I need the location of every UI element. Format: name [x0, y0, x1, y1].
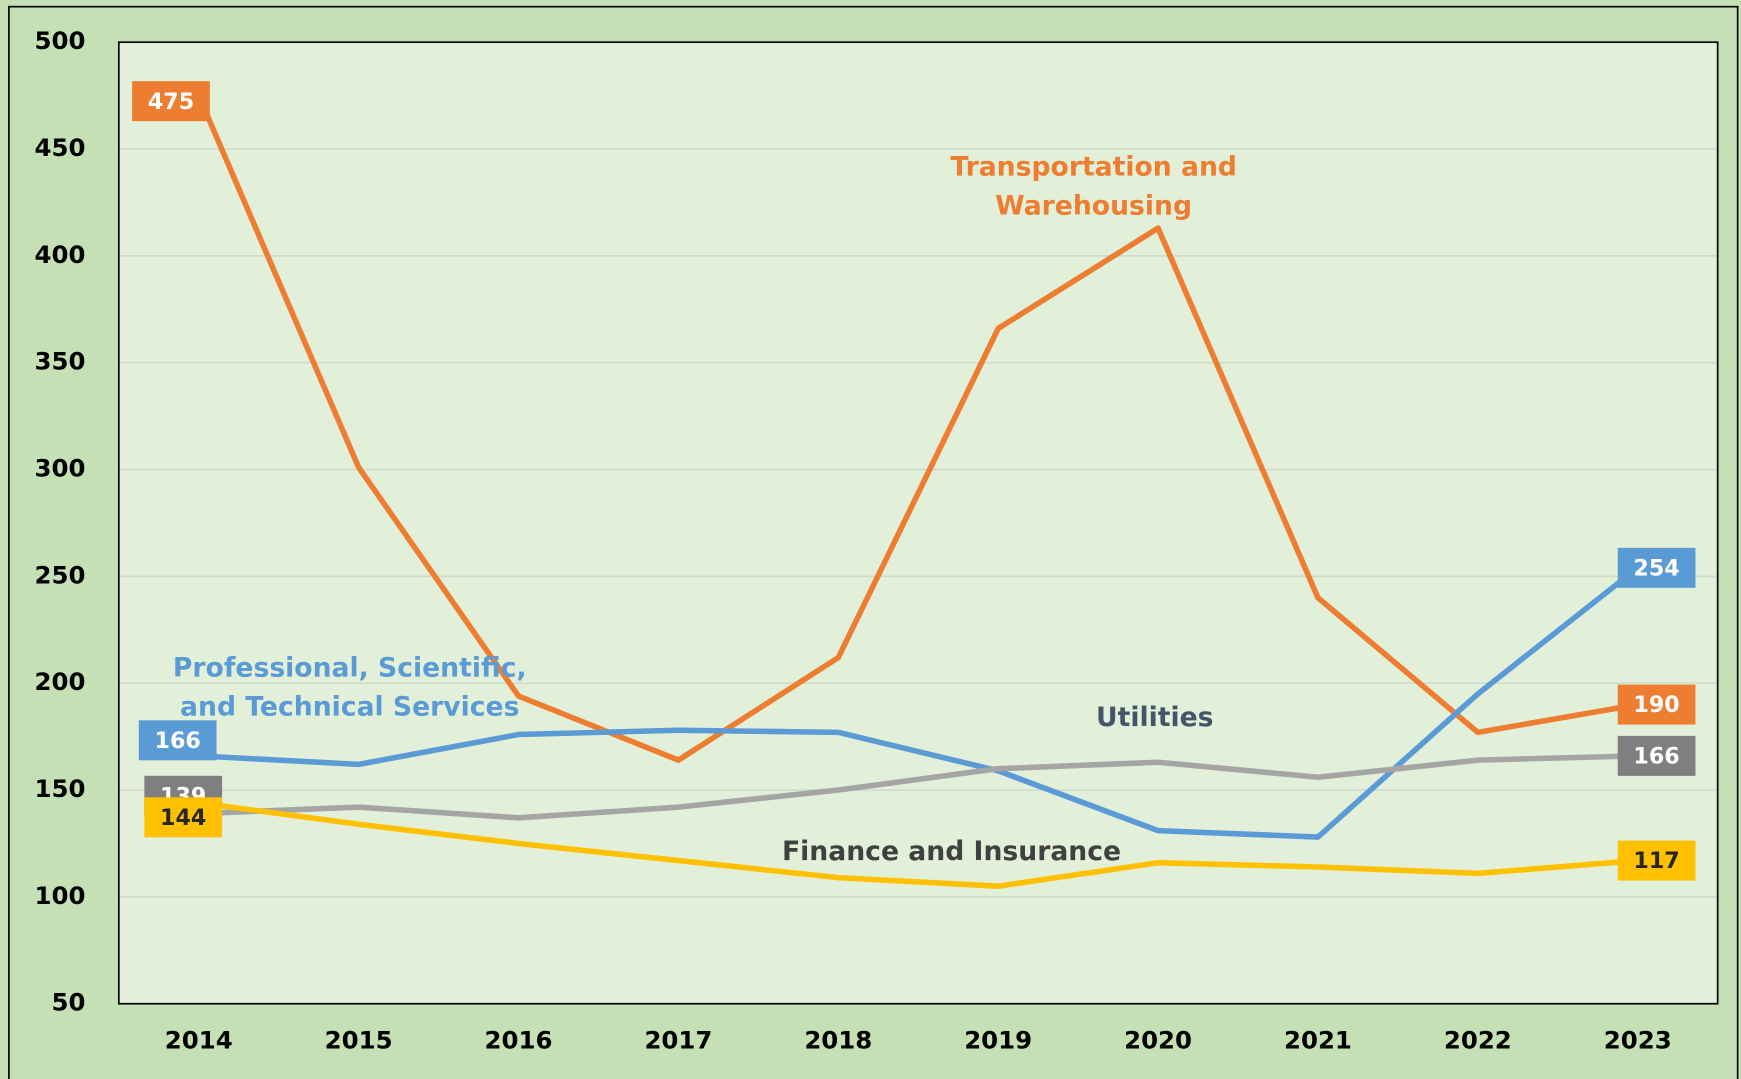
y-tick-label: 100 [35, 881, 86, 910]
x-tick-label: 2014 [165, 1025, 233, 1054]
x-tick-label: 2015 [325, 1025, 393, 1054]
data-label-box [1617, 735, 1696, 776]
line-series [198, 753, 1638, 821]
series-label: Professional, Scientific, and Technical S… [173, 652, 527, 722]
y-tick-label: 500 [35, 26, 86, 55]
data-label: 117 [1633, 848, 1679, 874]
y-tick-label: 150 [35, 774, 86, 803]
x-tick-label: 2017 [644, 1025, 712, 1054]
line-series [198, 800, 1638, 889]
plot-border [117, 41, 1719, 1005]
y-tick-label: 350 [35, 347, 86, 376]
series-label: Finance and Insurance [782, 836, 1121, 867]
data-label: 166 [155, 728, 201, 754]
line-series [198, 565, 1640, 840]
x-tick-label: 2020 [1124, 1025, 1192, 1054]
data-label-box [132, 81, 210, 122]
x-tick-label: 2021 [1284, 1025, 1352, 1054]
data-label: 190 [1633, 692, 1679, 718]
marks: 475 190 Transportation and Warehousing 166 25… [132, 81, 1696, 889]
x-tick-label: 2018 [804, 1025, 872, 1054]
y-tick-label: 300 [35, 454, 86, 483]
series-label: Transportation and Warehousing [950, 151, 1237, 221]
x-tick-label: 2023 [1604, 1025, 1672, 1054]
data-label: 144 [160, 805, 206, 831]
line-series [196, 94, 1639, 763]
x-tick-label: 2019 [964, 1025, 1032, 1054]
data-label-box [1617, 684, 1696, 725]
data-label: 254 [1633, 555, 1679, 581]
y-tick-label: 450 [35, 133, 86, 162]
data-label-box [1617, 840, 1696, 881]
data-label-box [144, 797, 223, 838]
y-tick-label: 400 [35, 240, 86, 269]
y-tick-label: 50 [52, 988, 86, 1017]
data-label: 475 [148, 89, 194, 115]
y-tick-label: 200 [35, 667, 86, 696]
data-label: 166 [1633, 743, 1679, 769]
x-tick-label: 2022 [1444, 1025, 1512, 1054]
y-tick-label: 250 [35, 560, 86, 589]
x-tick-label: 2016 [485, 1025, 553, 1054]
series-label: Utilities [1096, 702, 1213, 733]
data-label-box [1617, 547, 1696, 588]
plot-area [118, 42, 1718, 1004]
data-label-box [138, 720, 217, 761]
